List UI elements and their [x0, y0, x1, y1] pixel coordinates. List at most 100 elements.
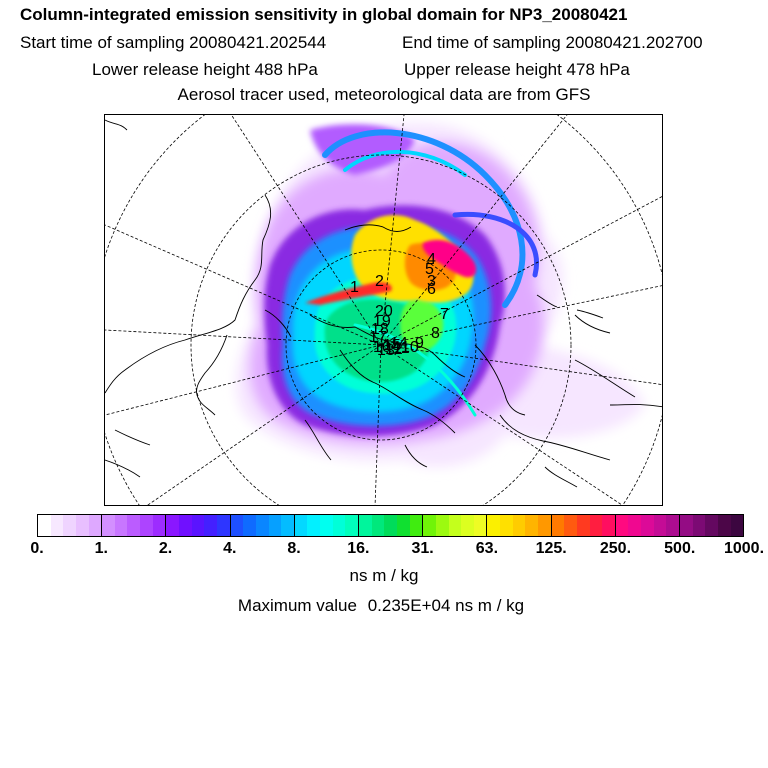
- start-sampling-label: Start time of sampling 20080421.202544: [20, 33, 327, 52]
- meridian: [380, 115, 405, 346]
- release-label: 3: [427, 273, 436, 290]
- colorbar-tick-label: 4.: [223, 540, 237, 557]
- coastline: [574, 359, 636, 398]
- release-label: 10: [401, 339, 419, 356]
- plume-arc: [343, 149, 467, 177]
- lower-release-label: Lower release height 488 hPa: [92, 60, 318, 79]
- meridian: [380, 285, 662, 346]
- coastline: [196, 334, 228, 416]
- release-label: 20: [375, 303, 393, 320]
- coastline: [576, 309, 604, 319]
- release-label: 7: [440, 306, 449, 323]
- colorbar-swatch: [230, 515, 244, 536]
- graticule: [105, 115, 662, 505]
- field-layer-magenta: [422, 239, 477, 278]
- colorbar-swatch: [216, 515, 231, 536]
- meridian: [380, 344, 623, 505]
- colorbar-swatch: [537, 515, 552, 536]
- meridian: [105, 224, 382, 346]
- colorbar-tick-label: 1.: [94, 540, 108, 557]
- colorbar-swatch: [423, 515, 436, 536]
- colorbar-swatch: [602, 515, 616, 536]
- colorbar-swatch: [396, 515, 410, 536]
- colorbar-swatch: [384, 515, 397, 536]
- release-label: 12: [385, 341, 403, 358]
- release-label: 6: [427, 281, 436, 298]
- release-label: 18: [371, 321, 389, 338]
- colorbar-tick-label: 8.: [287, 540, 301, 557]
- colorbar-swatch: [359, 515, 372, 536]
- colorbar-swatch: [294, 515, 308, 536]
- field-layer-red: [305, 282, 392, 305]
- colorbar-tick-label: 500.: [664, 540, 696, 557]
- colorbar-swatch: [114, 515, 128, 536]
- coastline: [105, 459, 141, 478]
- colorbar-swatch: [461, 515, 474, 536]
- colorbar-swatch: [75, 515, 89, 536]
- colorbar-swatch: [268, 515, 282, 536]
- colorbar-tick-label: 16.: [347, 540, 370, 557]
- release-label: 2: [375, 273, 384, 290]
- meridian: [105, 344, 382, 416]
- colorbar-swatch: [243, 515, 256, 536]
- colorbar-swatch: [615, 515, 629, 536]
- colorbar-unit: ns m / kg: [349, 566, 419, 585]
- colorbar-swatch: [255, 515, 269, 536]
- colorbar-tick-label: 0.: [30, 540, 44, 557]
- colorbar-swatch: [166, 515, 180, 536]
- plume-arc: [322, 129, 526, 308]
- release-label: 4: [427, 251, 436, 268]
- coastline: [404, 444, 428, 468]
- colorbar-swatch: [680, 515, 693, 536]
- release-label: 1: [350, 279, 359, 296]
- coastline: [114, 429, 151, 446]
- release-label: 13: [377, 342, 395, 359]
- coastline: [264, 309, 292, 338]
- release-label: 17: [369, 329, 387, 346]
- colorbar-swatch: [320, 515, 333, 536]
- colorbar-swatch: [576, 515, 590, 536]
- colorbar: [37, 514, 744, 537]
- colorbar-swatch: [50, 515, 64, 536]
- plume-arcs: [322, 129, 539, 417]
- coastline: [339, 349, 456, 434]
- colorbar-swatch: [564, 515, 577, 536]
- coastline: [309, 314, 466, 378]
- coastline: [536, 294, 558, 308]
- coastline: [574, 314, 611, 334]
- colorbar-swatch: [371, 515, 385, 536]
- max-value-number: 0.235E+04 ns m / kg: [367, 596, 525, 615]
- colorbar-swatch: [551, 515, 565, 536]
- colorbar-swatch: [525, 515, 538, 536]
- colorbar-swatch: [204, 515, 217, 536]
- colorbar-swatch: [641, 515, 654, 536]
- colorbar-swatch: [653, 515, 667, 536]
- map-panel: 1 2 3 4 5 6 7 8 9 10 11 12 13 14 15 16 1…: [104, 114, 663, 506]
- colorbar-swatch: [152, 515, 167, 536]
- field-layer-violet: [310, 124, 415, 175]
- coastline: [105, 119, 128, 131]
- release-label: 15: [383, 337, 401, 354]
- plume-arc: [452, 211, 539, 278]
- coastline: [499, 414, 611, 461]
- coastlines: [105, 119, 662, 488]
- tracer-note: Aerosol tracer used, meteorological data…: [177, 85, 591, 104]
- end-sampling-label: End time of sampling 20080421.202700: [402, 33, 703, 52]
- colorbar-tick-label: 1000.: [723, 540, 765, 557]
- colorbar-swatch: [692, 515, 706, 536]
- map-title: Column-integrated emission sensitivity i…: [20, 5, 628, 24]
- colorbar-swatch: [717, 515, 731, 536]
- max-value-label: Maximum value: [237, 596, 357, 615]
- meridian: [147, 344, 382, 505]
- colorbar-tick-label: 31.: [411, 540, 434, 557]
- meridian: [374, 344, 382, 505]
- latitude-circle: [285, 249, 477, 441]
- coastline: [344, 224, 412, 232]
- release-label: 5: [425, 261, 434, 278]
- colorbar-tick-label: 125.: [535, 540, 567, 557]
- meridian: [380, 196, 662, 346]
- colorbar-swatch: [345, 515, 360, 536]
- colorbar-swatch: [102, 515, 115, 536]
- meridian: [105, 329, 382, 346]
- colorbar-swatch: [38, 515, 51, 536]
